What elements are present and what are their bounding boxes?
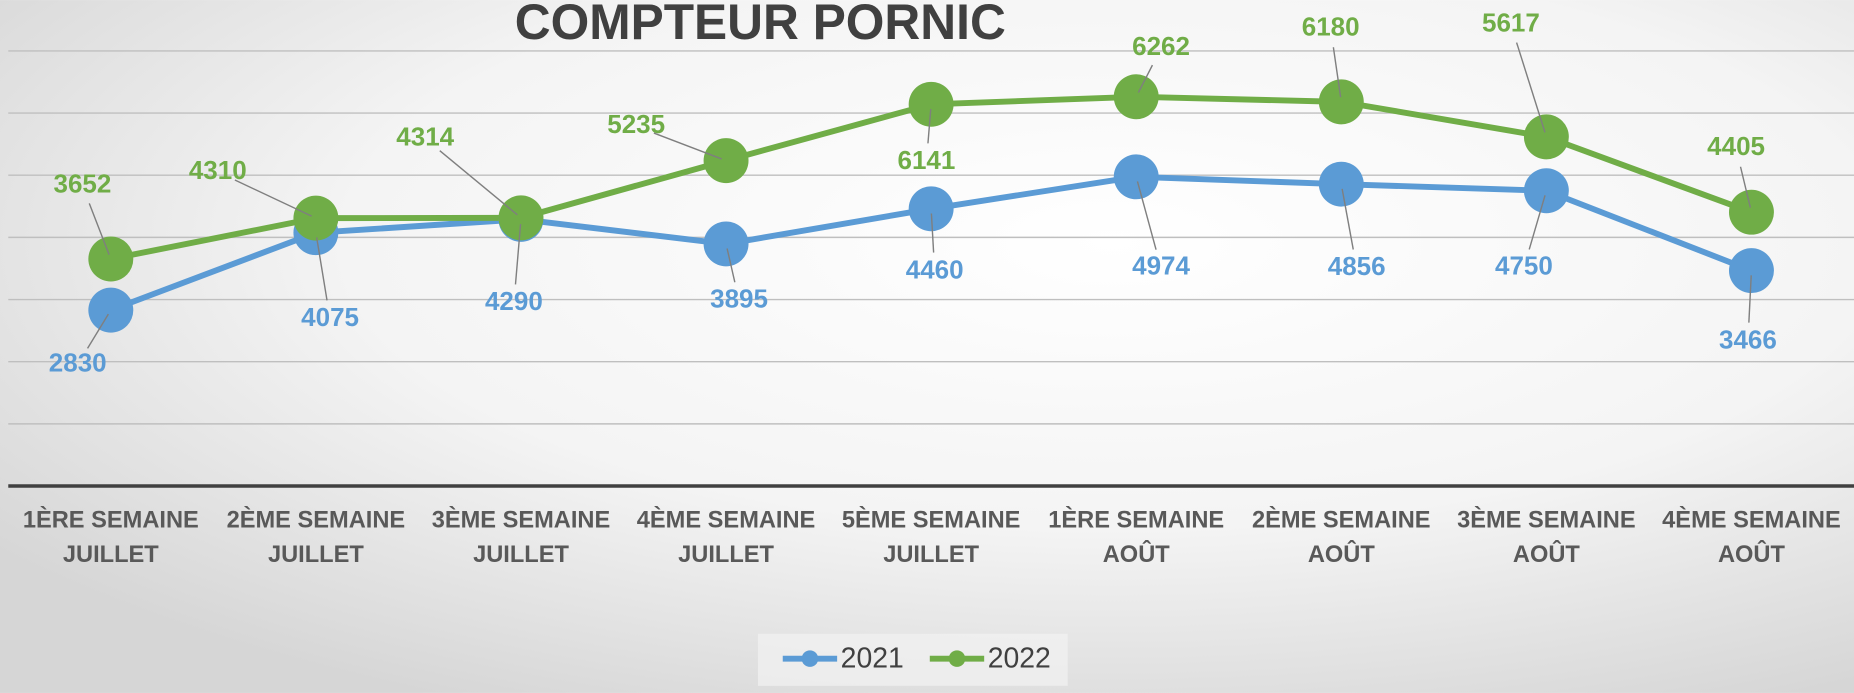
leader-line — [1341, 188, 1354, 250]
marker — [1728, 189, 1774, 235]
leader-line — [653, 132, 722, 160]
x-tick-label: 4ÈME SEMAINE — [1662, 506, 1841, 534]
data-label: 4314 — [396, 122, 454, 152]
x-tick-label: AOÛT — [1308, 540, 1375, 568]
data-label: 5617 — [1482, 7, 1540, 37]
marker — [908, 81, 954, 127]
x-tick-label: AOÛT — [1513, 540, 1580, 568]
x-tick-label: 4ÈME SEMAINE — [637, 506, 816, 534]
data-label: 4460 — [906, 254, 964, 284]
legend-marker — [801, 650, 819, 667]
leader-line — [1528, 195, 1546, 250]
x-tick-label: 2ÈME SEMAINE — [227, 506, 406, 534]
marker — [1523, 114, 1569, 160]
marker — [1523, 168, 1569, 214]
marker — [1113, 154, 1159, 200]
leader-line — [514, 224, 522, 285]
plot — [88, 74, 1774, 333]
marker — [498, 195, 544, 241]
x-tick-label: JUILLET — [678, 542, 774, 568]
leader-line — [86, 313, 109, 349]
x-tick-label: 1ÈRE SEMAINE — [23, 506, 199, 534]
x-tick-label: 5ÈME SEMAINE — [842, 506, 1021, 534]
chart-title: COMPTEUR PORNIC — [515, 0, 1006, 50]
marker — [1318, 161, 1364, 207]
marker — [703, 138, 749, 184]
leader-line — [726, 248, 736, 283]
x-tick-label: 2ÈME SEMAINE — [1252, 506, 1431, 534]
data-label: 4405 — [1707, 131, 1765, 161]
data-label: 3895 — [710, 284, 768, 314]
leader-line — [1136, 181, 1157, 250]
x-tick-label: JUILLET — [268, 542, 364, 568]
legend: 2021 2022 — [757, 633, 1068, 686]
data-label: 3652 — [54, 169, 112, 199]
legend-label: 2022 — [988, 642, 1051, 674]
marker — [88, 287, 134, 333]
x-tick-label: AOÛT — [1718, 540, 1785, 568]
x-tick-label: 3ÈME SEMAINE — [1457, 506, 1636, 534]
leader-line — [927, 108, 932, 144]
data-label: 5235 — [607, 109, 665, 139]
x-tick-label: JUILLET — [473, 542, 569, 568]
legend-marker — [948, 650, 966, 667]
data-label: 4856 — [1328, 251, 1386, 281]
x-tick-label: JUILLET — [63, 542, 159, 568]
data-label: 3466 — [1719, 324, 1777, 354]
x-tick-label: JUILLET — [883, 542, 979, 568]
data-label: 4974 — [1132, 251, 1190, 281]
marker — [88, 236, 134, 282]
marker — [1113, 74, 1159, 120]
marker — [1728, 248, 1774, 294]
leader-line — [930, 213, 935, 253]
grid — [8, 50, 1854, 488]
data-label: 4310 — [189, 155, 247, 185]
x-tick-label: 3ÈME SEMAINE — [432, 506, 611, 534]
data-label: 4750 — [1495, 250, 1553, 280]
leader-line — [1137, 64, 1154, 93]
leader-line — [315, 237, 328, 301]
leader-line — [1515, 42, 1546, 133]
marker — [703, 221, 749, 267]
leader-line — [88, 203, 110, 255]
x-tick-label: AOÛT — [1103, 540, 1170, 568]
leader-line — [1739, 166, 1752, 208]
labels: 1ÈRE SEMAINE JUILLET 2ÈME SEMAINE JUILLET 3È… — [23, 7, 1841, 568]
marker — [908, 186, 954, 232]
leader-line — [1748, 275, 1752, 323]
leader-line — [234, 179, 312, 217]
data-label: 2830 — [49, 347, 107, 377]
data-label: 4290 — [485, 286, 543, 316]
data-label: 6180 — [1302, 11, 1360, 41]
x-tick-label: 1ÈRE SEMAINE — [1048, 506, 1224, 534]
leader-line — [439, 150, 518, 216]
data-label: 6141 — [897, 145, 955, 175]
leader-line — [1332, 47, 1342, 98]
data-label: 4075 — [301, 302, 359, 332]
legend-label: 2021 — [841, 642, 904, 674]
data-label: 6262 — [1132, 31, 1190, 61]
marker — [293, 195, 339, 241]
marker — [1318, 79, 1364, 125]
